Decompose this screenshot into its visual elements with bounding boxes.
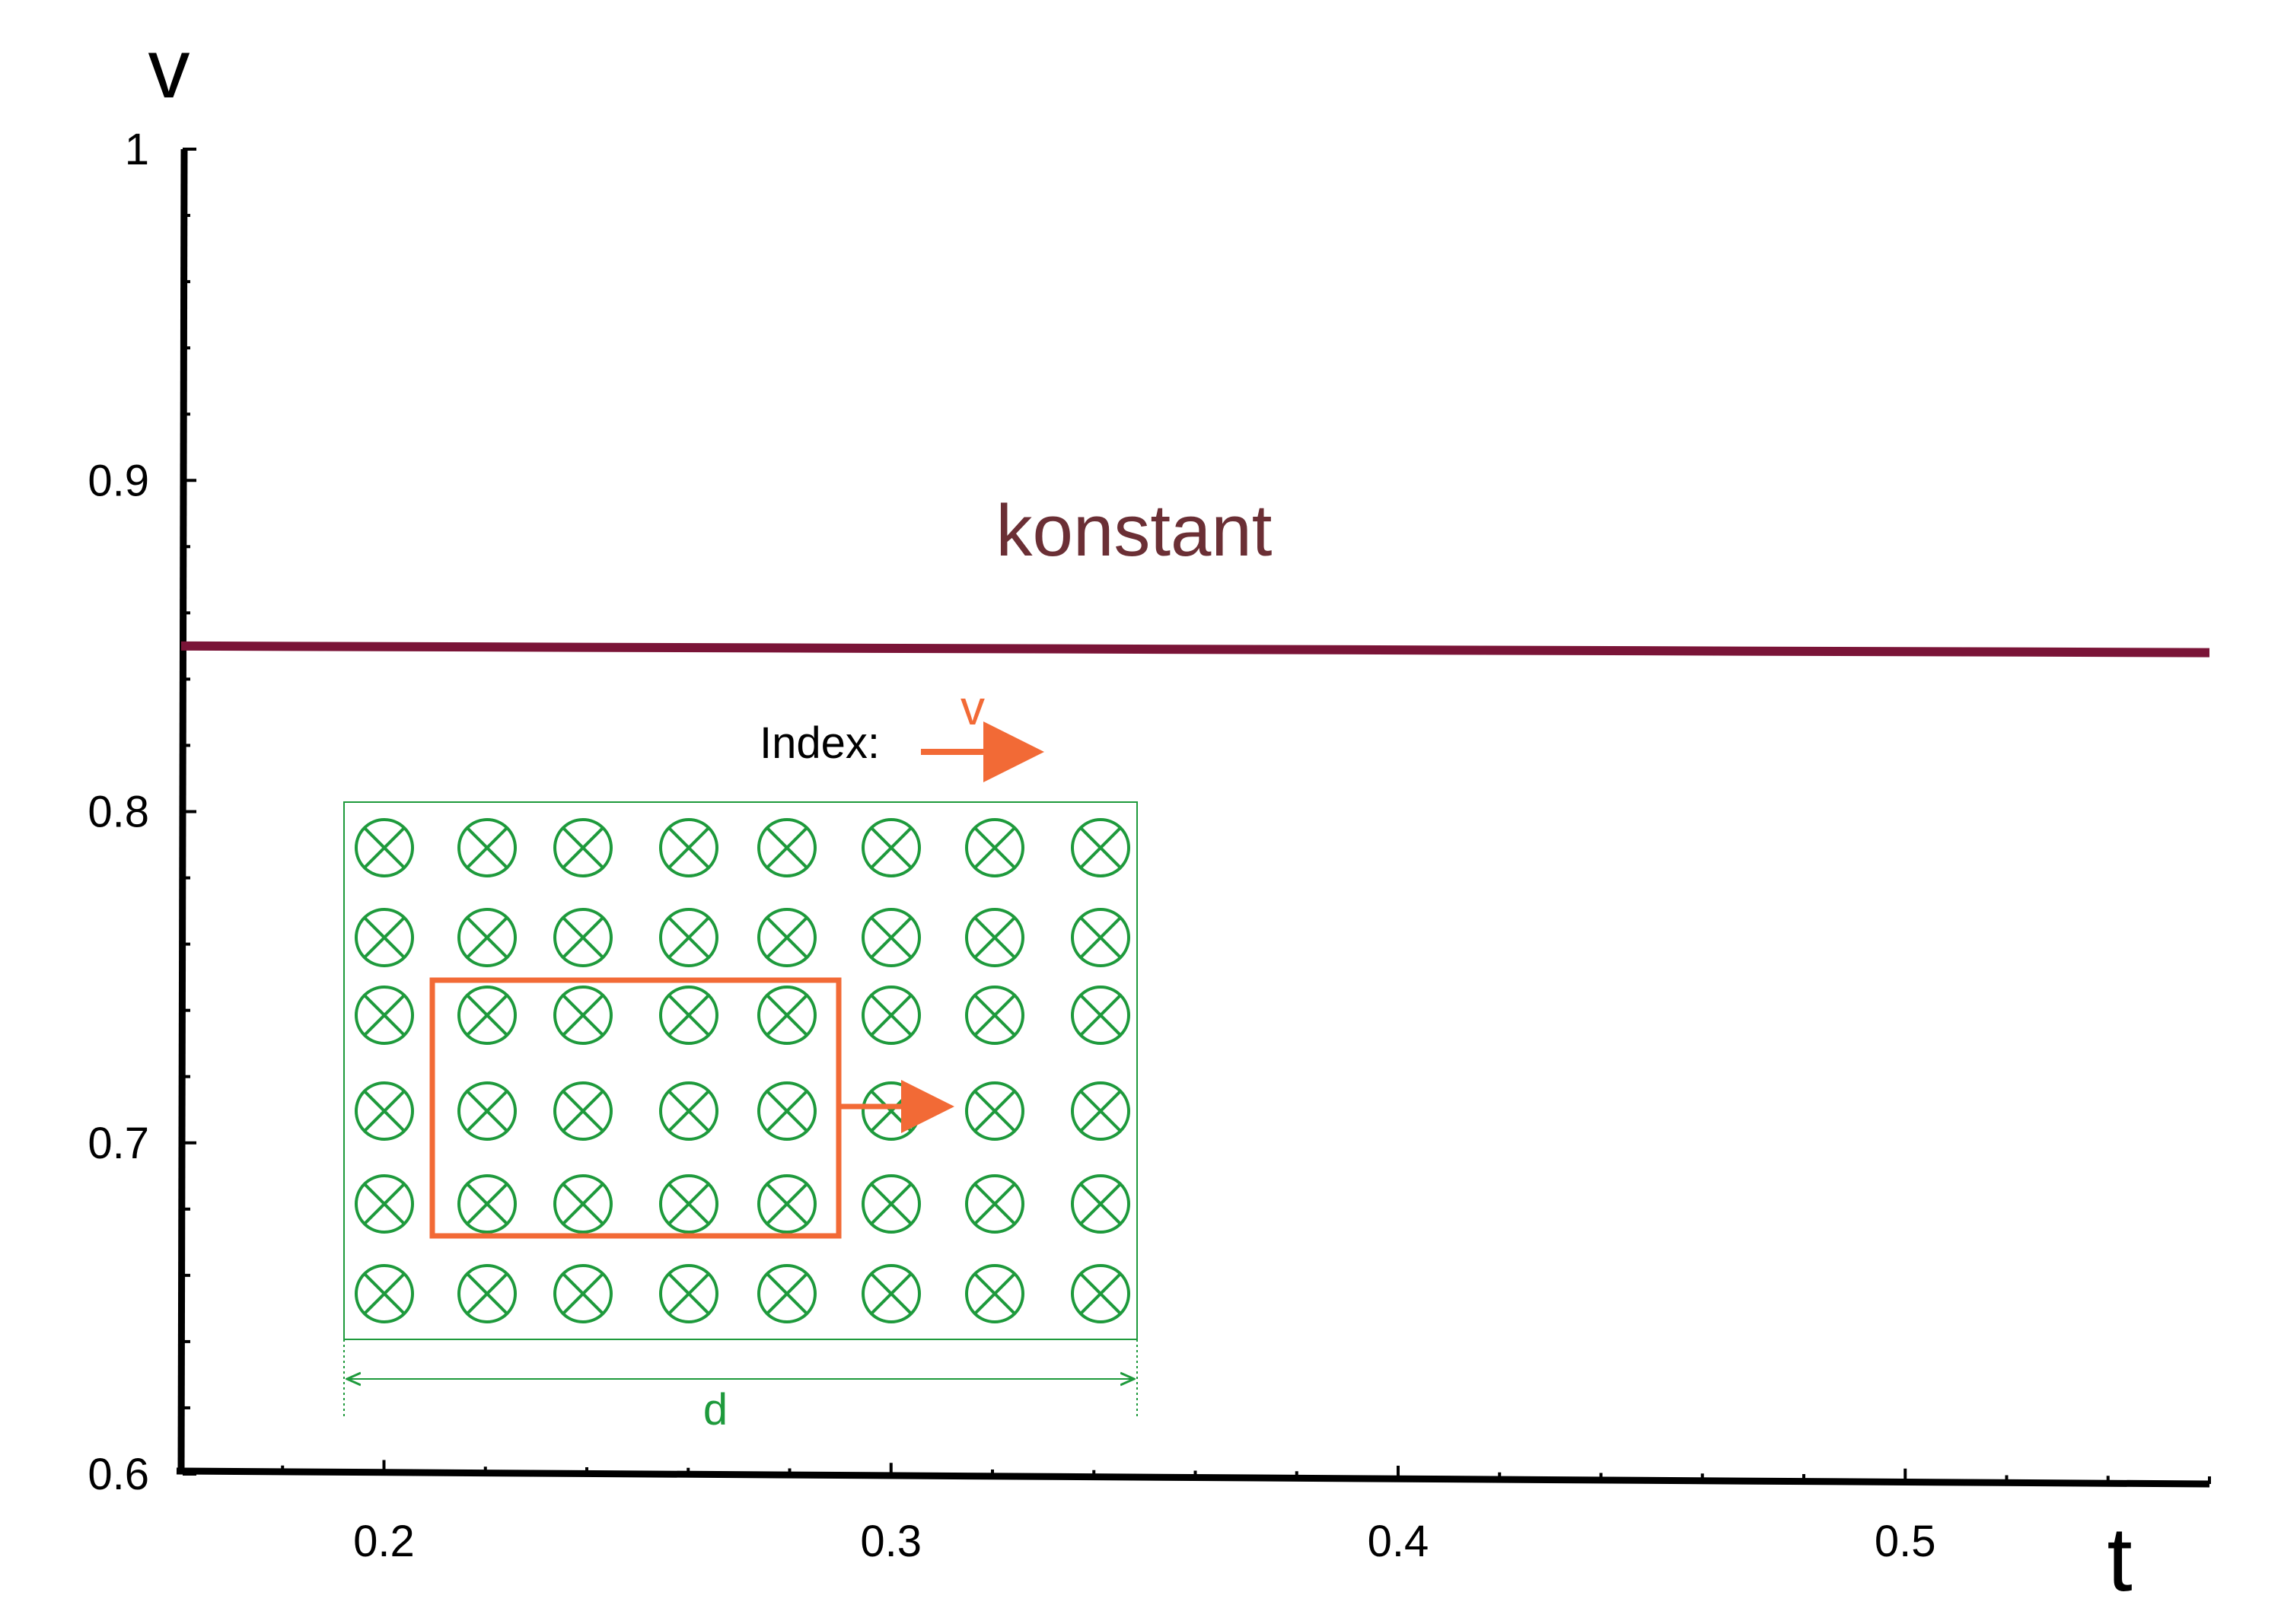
field-into-page-symbol	[355, 1264, 414, 1323]
index-label: Index:	[760, 718, 880, 768]
axis-tick-labels: 0.6 0.7 0.8 0.9 1 0.2 0.3 0.4 0.5	[88, 125, 1935, 1566]
field-into-page-symbol	[355, 1081, 414, 1141]
field-into-page-symbol	[457, 1264, 517, 1323]
field-into-page-symbol	[1071, 986, 1130, 1045]
field-into-page-symbol	[355, 1174, 414, 1234]
y-tick-label: 1	[125, 125, 149, 174]
field-into-page-symbol	[457, 908, 517, 967]
field-into-page-symbol	[862, 1081, 921, 1141]
field-into-page-symbol	[553, 818, 613, 877]
field-into-page-symbol	[1071, 1081, 1130, 1141]
field-into-page-symbol	[757, 1081, 817, 1141]
y-tick-label: 0.6	[88, 1450, 149, 1499]
x-axis	[176, 1467, 2210, 1488]
field-region	[343, 801, 1138, 1340]
line-annotation: konstant	[996, 490, 1273, 572]
field-into-page-symbol	[965, 986, 1024, 1045]
field-into-page-symbol	[659, 1081, 718, 1141]
field-into-page-symbol	[757, 986, 817, 1045]
distance-label: d	[703, 1385, 728, 1435]
x-tick-label: 0.5	[1875, 1517, 1936, 1566]
field-into-page-symbol	[862, 908, 921, 967]
field-into-page-symbol	[659, 986, 718, 1045]
field-into-page-symbol	[862, 986, 921, 1045]
field-into-page-symbol	[355, 818, 414, 877]
field-into-page-symbol	[457, 1174, 517, 1234]
series-line	[180, 641, 2210, 658]
field-into-page-symbol	[965, 818, 1024, 877]
field-into-page-symbol	[659, 1264, 718, 1323]
x-tick-label: 0.2	[353, 1517, 415, 1566]
x-tick-label: 0.3	[860, 1517, 922, 1566]
field-into-page-symbol	[659, 908, 718, 967]
field-into-page-symbol	[965, 1174, 1024, 1234]
index-velocity-label: v	[961, 680, 985, 735]
field-into-page-symbol	[1071, 1264, 1130, 1323]
field-into-page-symbol	[457, 986, 517, 1045]
field-into-page-symbol	[457, 1081, 517, 1141]
field-into-page-symbol	[659, 1174, 718, 1234]
field-into-page-symbol	[355, 986, 414, 1045]
y-tick-label: 0.8	[88, 788, 149, 837]
field-into-page-symbol	[862, 1174, 921, 1234]
y-axis-label: v	[148, 22, 190, 116]
field-into-page-symbol	[862, 818, 921, 877]
axis-ticks	[183, 148, 2211, 1484]
field-into-page-symbol	[965, 1264, 1024, 1323]
field-into-page-symbol	[862, 1264, 921, 1323]
field-into-page-symbol	[757, 908, 817, 967]
y-tick-label: 0.7	[88, 1119, 149, 1168]
field-into-page-symbol	[355, 908, 414, 967]
field-into-page-symbol	[553, 1174, 613, 1234]
field-into-page-symbol	[757, 1174, 817, 1234]
field-into-page-symbol	[659, 818, 718, 877]
x-tick-label: 0.4	[1368, 1517, 1429, 1566]
field-into-page-symbol	[457, 818, 517, 877]
field-into-page-symbol	[757, 818, 817, 877]
field-into-page-symbol	[1071, 1174, 1130, 1234]
field-into-page-symbol	[965, 1081, 1024, 1141]
field-into-page-symbol	[965, 908, 1024, 967]
field-into-page-symbol	[1071, 818, 1130, 877]
x-axis-label: t	[2107, 1508, 2132, 1610]
field-into-page-symbol	[553, 908, 613, 967]
y-tick-label: 0.9	[88, 456, 149, 505]
field-symbols	[355, 818, 1130, 1323]
field-into-page-symbol	[553, 986, 613, 1045]
series-group	[180, 641, 2210, 658]
field-into-page-symbol	[553, 1081, 613, 1141]
field-into-page-symbol	[757, 1264, 817, 1323]
field-into-page-symbol	[553, 1264, 613, 1323]
field-into-page-symbol	[1071, 908, 1130, 967]
